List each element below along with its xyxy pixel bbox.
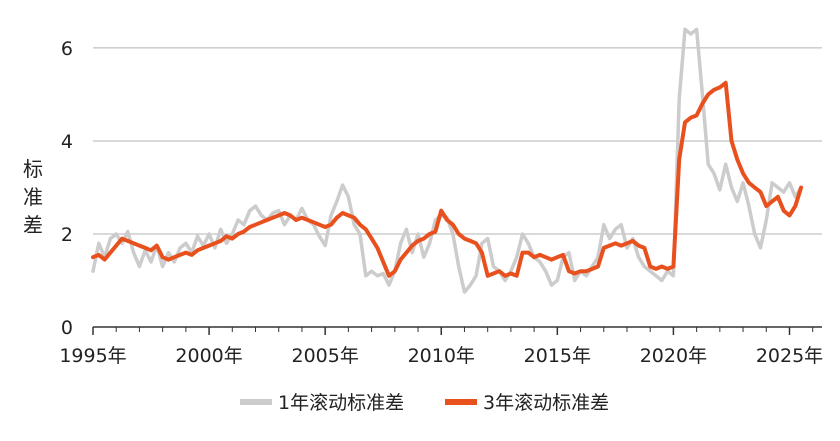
x-tick-label: 2025年 (756, 345, 823, 367)
y-tick-label: 0 (61, 317, 73, 339)
x-tick-label: 1995年 (59, 345, 126, 367)
gridlines (93, 47, 822, 235)
y-axis-label: 标准差 (23, 157, 43, 237)
plot-area (91, 27, 804, 294)
legend-label: 3年滚动标准差 (483, 392, 609, 414)
y-tick-labels: 0 2 4 6 (61, 38, 73, 339)
x-tick-label: 2015年 (524, 345, 591, 367)
x-tick-label: 2010年 (408, 345, 475, 367)
series-line-1yr (91, 27, 803, 294)
x-tick-label: 2020年 (640, 345, 707, 367)
x-tick-labels: 1995年 2000年 2005年 2010年 2015年 2020年 2025年 (59, 345, 823, 367)
x-tick-label: 2005年 (291, 345, 358, 367)
legend: 1年滚动标准差 3年滚动标准差 (240, 392, 609, 414)
y-axis-label-char: 准 (23, 185, 43, 209)
series-line-3yr (91, 80, 804, 278)
y-tick-label: 4 (61, 131, 73, 153)
y-axis-label-char: 标 (23, 157, 43, 181)
x-tick-label: 2000年 (175, 345, 242, 367)
legend-label: 1年滚动标准差 (278, 392, 404, 414)
y-axis-label-char: 差 (23, 213, 43, 237)
x-axis (92, 326, 822, 335)
y-tick-label: 6 (61, 38, 73, 60)
y-tick-label: 2 (61, 224, 73, 246)
